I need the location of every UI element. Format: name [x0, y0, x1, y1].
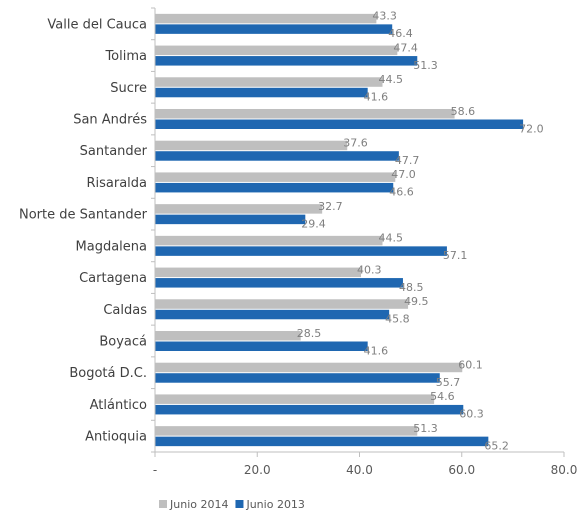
bar [155, 204, 323, 214]
y-axis-ticks [151, 7, 155, 453]
data-label: 41.6 [364, 344, 389, 357]
data-label: 46.4 [388, 27, 413, 40]
category-label: Caldas [103, 303, 147, 318]
data-label: 48.5 [399, 281, 424, 294]
category-label: Risaralda [86, 176, 147, 191]
bar [155, 172, 396, 182]
data-label: 43.3 [372, 10, 397, 23]
bar [155, 373, 440, 383]
bar [155, 151, 399, 161]
bar [155, 140, 348, 151]
data-label: 60.1 [458, 358, 483, 371]
data-label: 49.5 [404, 295, 429, 308]
bar [155, 394, 435, 404]
bar [155, 13, 377, 24]
data-label: 37.6 [343, 136, 368, 149]
bar [155, 309, 390, 320]
bar [155, 119, 524, 129]
bar [155, 362, 463, 373]
data-label: 44.5 [379, 232, 404, 245]
data-label: 45.8 [385, 313, 410, 326]
data-label: 28.5 [297, 327, 322, 340]
data-label: 47.7 [395, 154, 420, 167]
data-labels: 43.3 46.447.4 51.3 44.5 41.6 58.6 72.0 37.6 47.7… [297, 10, 544, 453]
bar [155, 87, 368, 98]
data-label: 57.1 [443, 249, 468, 262]
data-label: 47.0 [391, 168, 416, 181]
bar [155, 24, 393, 34]
x-tick-label: - [153, 463, 157, 477]
category-label: Sucre [110, 81, 147, 96]
data-label: 32.7 [318, 200, 343, 213]
data-label: 54.6 [430, 390, 455, 403]
category-label: Magdalena [76, 239, 147, 254]
category-label: Cartagena [79, 271, 147, 286]
data-label: 46.6 [389, 186, 414, 199]
data-label: 40.3 [357, 263, 382, 276]
data-label: 58.6 [451, 105, 476, 118]
bars [155, 13, 524, 447]
bar [155, 278, 403, 288]
data-label: 51.3 [413, 422, 438, 435]
x-tick-label: 20.0 [244, 463, 271, 477]
bar [155, 246, 447, 256]
category-label: Norte de Santander [19, 208, 148, 223]
x-tick-label: 60.0 [448, 463, 475, 477]
bar [155, 299, 409, 309]
data-label: 72.0 [519, 122, 544, 135]
bar [155, 77, 383, 87]
x-tick-label: 80.0 [551, 463, 577, 477]
category-label: Antioquia [85, 430, 147, 445]
bar [155, 56, 418, 66]
category-label: San Andrés [73, 113, 147, 128]
bar [155, 235, 383, 246]
data-label: 41.6 [364, 91, 389, 104]
category-label: Valle del Cauca [47, 17, 147, 32]
x-axis-ticks: - 20.0 40.0 60.0 80.0 [153, 452, 577, 477]
bar [155, 436, 489, 447]
category-label: Tolima [104, 49, 147, 64]
data-label: 55.7 [436, 376, 461, 389]
data-label: 44.5 [379, 73, 404, 86]
legend-swatch [235, 500, 244, 508]
legend-label: Junio 2013 [245, 498, 304, 511]
category-labels: Valle del Cauca Tolima Sucre San Andrés Sant… [19, 17, 148, 444]
data-label: 65.2 [484, 439, 509, 452]
data-label: 60.3 [459, 408, 484, 421]
category-label: Bogotá D.C. [69, 366, 147, 381]
bar [155, 109, 455, 119]
legend-label: Junio 2014 [169, 498, 228, 511]
bar [155, 267, 362, 278]
data-label: 47.4 [393, 41, 418, 54]
bar [155, 341, 368, 351]
x-tick-label: 40.0 [346, 463, 373, 477]
bar [155, 331, 301, 341]
bar [155, 426, 418, 436]
bar [155, 214, 306, 225]
bar [155, 182, 394, 193]
bar [155, 404, 464, 415]
legend-swatch [159, 500, 167, 508]
category-label: Santander [80, 144, 148, 159]
data-label: 51.3 [413, 59, 438, 72]
category-label: Boyacá [99, 335, 147, 350]
legend: Junio 2014 Junio 2013 [159, 498, 305, 511]
bar [155, 45, 398, 56]
data-label: 29.4 [301, 217, 326, 230]
category-label: Atlántico [90, 398, 147, 413]
